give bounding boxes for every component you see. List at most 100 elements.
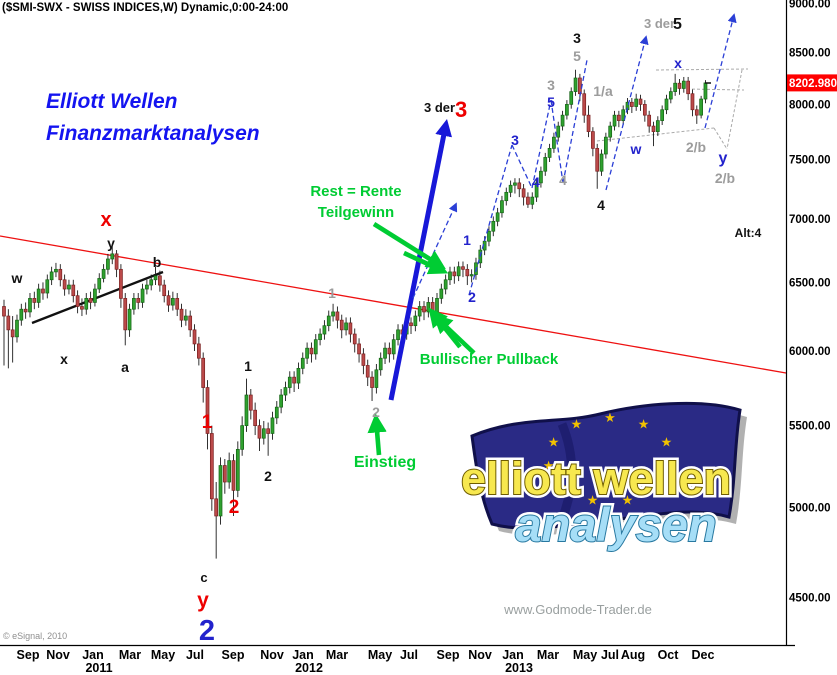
wave-labels-layer: wxyxab12cy212121234354351/a4wx2/by2/bAlt…: [11, 16, 762, 647]
price-tick-label: 9000.00: [789, 0, 831, 10]
flag-fold: [555, 422, 577, 526]
candle-body: [36, 288, 41, 303]
candle-body: [318, 333, 322, 341]
candle-body: [214, 498, 219, 517]
green-note-text: Rest = Rente: [310, 183, 401, 200]
flag-star: ★: [622, 492, 634, 507]
wave-projection-line: [468, 144, 513, 296]
candle-body: [526, 196, 530, 205]
window-title: ($SMI-SWX - SWISS INDICES,W) Dynamic,0:0…: [2, 2, 288, 14]
price-tick-label: 6500.00: [789, 277, 831, 289]
candle-body: [54, 268, 58, 273]
candle-body: [49, 271, 54, 281]
wave-projection-arrow: [605, 35, 649, 191]
candle-body: [205, 387, 210, 434]
wave-label: x: [100, 209, 111, 231]
year-label: 2012: [295, 661, 323, 675]
month-label: Sep: [17, 648, 40, 662]
candle-body: [469, 274, 474, 277]
candle-body: [638, 98, 643, 105]
site-watermark: www.Godmode-Trader.de: [503, 602, 652, 617]
price-tick-label: 7500.00: [789, 155, 831, 167]
candle-body: [119, 268, 123, 299]
candle-body: [491, 220, 496, 232]
candle-body: [19, 308, 24, 321]
candle-body: [664, 98, 669, 111]
candle-body: [158, 275, 162, 286]
candle-body: [209, 433, 214, 500]
candle-body: [621, 109, 626, 121]
green-arrow: [367, 413, 387, 456]
candle-body: [274, 406, 279, 419]
wave-label: 2: [264, 468, 272, 484]
candle-body: [93, 288, 97, 303]
candle-body: [2, 306, 6, 317]
wave-label: 1: [463, 232, 471, 248]
candle-body: [257, 425, 262, 439]
candle-body: [604, 136, 608, 155]
month-label: Mar: [537, 648, 559, 662]
flag-star: ★: [571, 417, 583, 432]
candle-body: [647, 114, 652, 127]
candle-body: [430, 302, 435, 313]
month-label: Nov: [260, 648, 284, 662]
month-label: Jul: [186, 648, 204, 662]
green-arrow: [403, 250, 449, 275]
candle-body: [699, 98, 703, 116]
wave-label: w: [630, 141, 642, 157]
resistance-line: [0, 235, 787, 374]
candle-body: [448, 271, 452, 281]
gray-guide-line: [686, 88, 745, 91]
gray-guide-line: [726, 69, 743, 150]
candle-body: [149, 279, 154, 286]
candle-body: [396, 329, 400, 341]
candle-body: [348, 322, 353, 335]
wave-label: 1: [244, 358, 252, 374]
candle-body: [651, 125, 656, 132]
candle-body: [599, 153, 604, 172]
candle-body: [309, 347, 314, 355]
candle-body: [673, 82, 678, 92]
wave-label: 1/a: [593, 83, 613, 99]
candle-body: [500, 200, 504, 214]
logo-text-line2: analysen: [515, 498, 716, 551]
candle-body: [6, 315, 11, 331]
price-axis: 9000.00 8500.00 8000.00 7500.00 7000.00 6500.…: [789, 0, 831, 605]
price-tick-label: 6000.00: [789, 346, 831, 358]
candle-body: [266, 428, 270, 434]
wave-label: 5: [547, 94, 555, 110]
candle-body: [634, 98, 639, 107]
candle-body: [184, 315, 188, 321]
candle-body: [132, 298, 136, 310]
gray-guides-layer: [596, 68, 749, 150]
wave-label: 3: [511, 132, 519, 148]
candle-body: [617, 114, 621, 121]
wave-label: 3: [573, 30, 581, 46]
candle-body: [582, 93, 587, 116]
candle-body: [677, 82, 682, 89]
candle-body: [106, 258, 110, 270]
candle-body: [504, 191, 509, 202]
flag-star: ★: [548, 435, 560, 450]
candle-body: [287, 376, 292, 388]
candle-body: [331, 311, 335, 317]
wave-projection-line: [531, 99, 552, 189]
candle-body: [513, 182, 517, 186]
candle-body: [374, 369, 379, 388]
candle-body: [694, 109, 699, 116]
candle-body: [231, 460, 236, 491]
wave-label: 2: [199, 615, 215, 647]
candle-body: [452, 271, 457, 277]
candle-body: [313, 339, 318, 355]
wave-label: y: [197, 589, 209, 612]
month-label: Jan: [292, 648, 314, 662]
month-label: Aug: [621, 648, 645, 662]
candle-body: [413, 315, 418, 327]
candle-body: [391, 339, 396, 355]
candle-body: [153, 275, 158, 281]
candle-body: [45, 279, 50, 294]
candle-body: [41, 288, 45, 294]
candle-body: [556, 125, 561, 138]
wave-label: 2/b: [715, 170, 735, 186]
